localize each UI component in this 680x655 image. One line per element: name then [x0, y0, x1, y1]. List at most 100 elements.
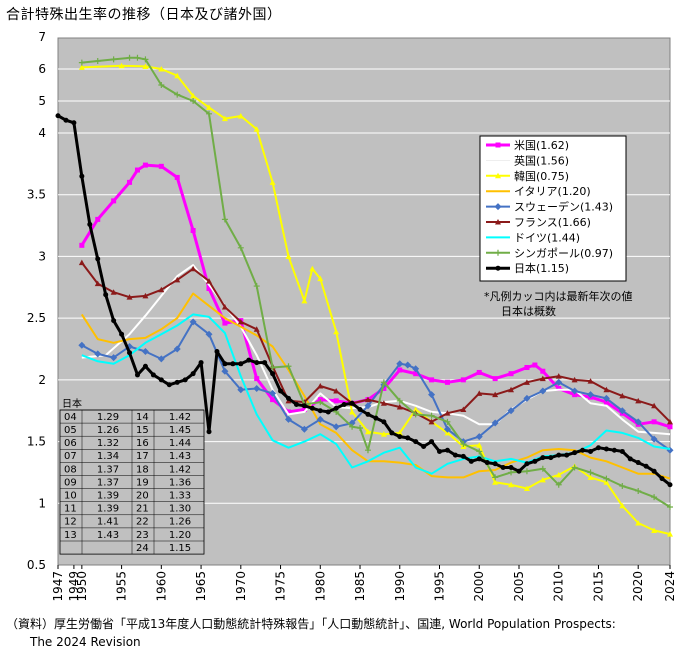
data-point [158, 286, 165, 293]
data-point [651, 402, 658, 409]
data-point [332, 423, 340, 431]
data-point [134, 54, 141, 61]
data-point [237, 386, 245, 394]
data-point [667, 482, 673, 488]
data-point [285, 363, 292, 370]
data-point [603, 446, 609, 452]
data-point [460, 441, 467, 448]
data-point [182, 377, 188, 383]
data-point [364, 428, 371, 435]
data-point [619, 483, 626, 490]
data-point [667, 503, 673, 510]
series-line [81, 56, 671, 508]
data-point [284, 415, 292, 423]
table-cell: 15 [136, 425, 149, 436]
data-point [564, 452, 570, 458]
data-point [495, 142, 501, 148]
data-point [396, 397, 403, 404]
series-イタリア [80, 292, 671, 480]
x-tick-label: 1985 [353, 571, 367, 602]
legend-note: 日本は概数 [501, 304, 556, 318]
data-point [556, 385, 562, 391]
data-point [158, 82, 165, 88]
data-point [555, 471, 562, 478]
data-point [365, 411, 371, 417]
data-point [364, 447, 371, 454]
x-tick-label: 1960 [154, 571, 168, 602]
data-point [94, 58, 101, 64]
data-point [317, 383, 324, 389]
data-point [495, 265, 501, 271]
data-point [428, 418, 435, 425]
data-point [619, 448, 625, 454]
data-point [396, 360, 404, 368]
x-tick-label: 1947 [51, 571, 65, 602]
data-point [587, 391, 595, 399]
source-line-1: （資料）厚生労働省「平成13年度人口動態統計特殊報告」「人口動態統計」、国連, … [6, 617, 616, 631]
y-tick-label: 3.5 [27, 188, 46, 202]
y-tick-label: 1.5 [27, 435, 46, 449]
x-tick-label: 1995 [433, 571, 447, 602]
data-point [270, 397, 276, 403]
data-point [603, 399, 609, 405]
data-point [230, 361, 236, 367]
table-cell: 1.37 [97, 464, 119, 475]
data-point [237, 113, 244, 119]
data-point [476, 448, 483, 455]
data-point [571, 376, 578, 383]
data-point [619, 502, 626, 509]
data-point [206, 286, 212, 292]
table-cell: 13 [64, 530, 77, 541]
y-tick-label: 5 [38, 94, 46, 108]
data-point [476, 456, 482, 462]
data-point [452, 452, 458, 458]
data-point [523, 379, 530, 385]
data-point [667, 424, 673, 430]
x-tick-label: 2024 [663, 571, 677, 602]
data-point [650, 435, 658, 443]
data-point [285, 253, 292, 259]
legend-label: 米国(1.62) [514, 139, 569, 152]
data-point [126, 54, 133, 61]
data-point [475, 433, 483, 441]
table-cell: 1.26 [97, 425, 119, 436]
data-point [333, 398, 339, 404]
table-cell: 1.34 [97, 451, 119, 462]
legend: 米国(1.62)英国(1.56) 韓国(0.75) イタリア(1.20) スウェーデン… [479, 135, 633, 318]
x-tick-label: 2010 [552, 571, 566, 602]
table-cell: 1.26 [169, 517, 191, 528]
data-point [389, 430, 395, 436]
page-title: 合計特殊出生率の推移（日本及び諸外国） [6, 7, 282, 23]
data-point [627, 456, 633, 462]
data-point [301, 406, 307, 412]
data-point [174, 72, 181, 79]
x-tick-label: 1950 [75, 571, 89, 602]
table-cell: 20 [136, 491, 149, 502]
legend-label: イタリア(1.20) [514, 185, 591, 198]
data-point [94, 350, 102, 358]
table-cell: 04 [64, 412, 77, 423]
table-cell: 1.42 [169, 464, 191, 475]
table-cell: 12 [64, 517, 77, 528]
table-cell: 06 [64, 438, 77, 449]
data-point [300, 425, 308, 433]
table-cell: 1.39 [97, 491, 119, 502]
data-point [189, 318, 197, 326]
x-tick-label: 2000 [472, 571, 486, 602]
data-point [428, 412, 435, 419]
data-point [364, 396, 371, 403]
series-line [80, 292, 671, 480]
data-point [95, 256, 101, 262]
data-point [357, 424, 364, 431]
data-point [516, 468, 522, 474]
table-cell: 1.44 [169, 438, 191, 449]
table-cell: 19 [136, 477, 149, 488]
data-point [237, 318, 244, 325]
data-point [316, 415, 324, 423]
data-point [278, 388, 284, 394]
data-point [253, 126, 260, 132]
source-line-2: The 2024 Revision [30, 635, 141, 649]
data-point [555, 481, 562, 488]
data-point [495, 172, 501, 179]
legend-label: 英国(1.56) [514, 153, 569, 167]
